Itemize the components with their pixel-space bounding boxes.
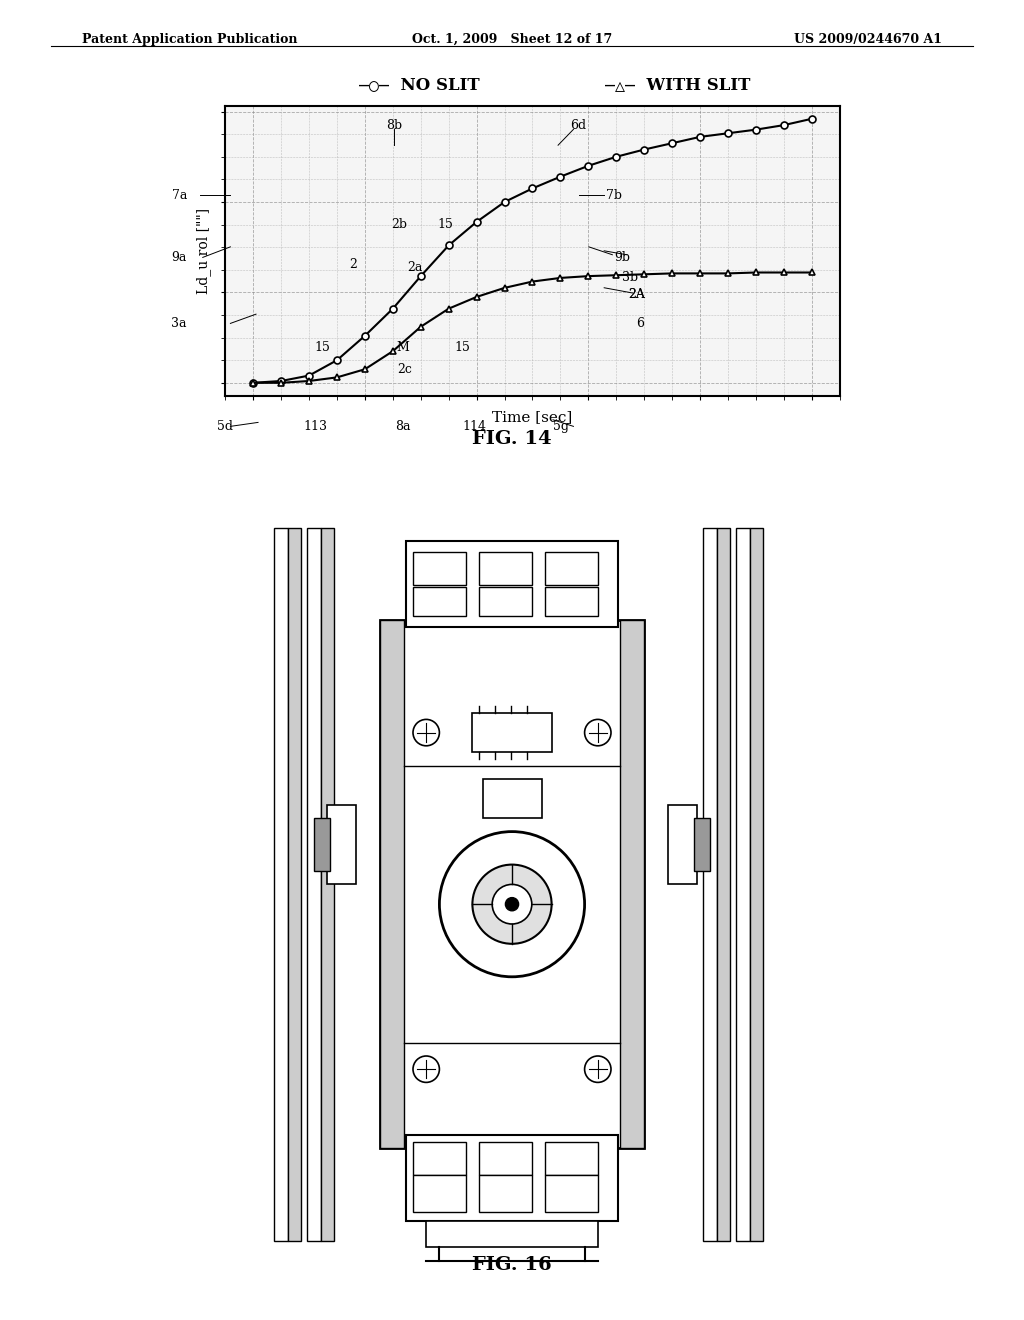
Bar bbox=[472, 713, 552, 752]
Text: FIG. 14: FIG. 14 bbox=[472, 430, 552, 449]
Circle shape bbox=[585, 1056, 611, 1082]
Circle shape bbox=[472, 865, 552, 944]
Text: 15: 15 bbox=[314, 341, 331, 354]
Bar bbox=[479, 1142, 531, 1175]
Bar bbox=[413, 1142, 466, 1175]
Text: 5d: 5d bbox=[217, 420, 233, 433]
Bar bbox=[479, 1175, 531, 1212]
Bar bbox=[545, 587, 598, 616]
Text: —○—: —○— bbox=[359, 77, 389, 95]
Text: —△—: —△— bbox=[605, 77, 635, 95]
Bar bbox=[483, 779, 543, 818]
Bar bbox=[750, 528, 763, 1241]
Bar bbox=[545, 552, 598, 585]
X-axis label: Time [sec]: Time [sec] bbox=[493, 411, 572, 425]
Text: 9b: 9b bbox=[614, 251, 631, 264]
Text: 114: 114 bbox=[462, 420, 486, 433]
Bar bbox=[314, 818, 330, 871]
Bar bbox=[703, 528, 717, 1241]
Text: 3a: 3a bbox=[171, 317, 187, 330]
Text: Patent Application Publication: Patent Application Publication bbox=[82, 33, 297, 46]
Bar bbox=[413, 552, 466, 585]
Bar bbox=[668, 805, 696, 884]
Text: 3b: 3b bbox=[622, 271, 638, 284]
Text: 6d: 6d bbox=[570, 119, 587, 132]
Bar bbox=[407, 1135, 617, 1221]
Text: 8a: 8a bbox=[394, 420, 411, 433]
Text: US 2009/0244670 A1: US 2009/0244670 A1 bbox=[794, 33, 942, 46]
Bar bbox=[545, 1175, 598, 1212]
Text: 113: 113 bbox=[303, 420, 328, 433]
Bar bbox=[407, 541, 617, 627]
Bar bbox=[288, 528, 301, 1241]
Bar bbox=[380, 620, 403, 1148]
Circle shape bbox=[413, 1056, 439, 1082]
Bar bbox=[380, 620, 644, 1148]
Bar bbox=[307, 528, 321, 1241]
Text: 7a: 7a bbox=[171, 189, 187, 202]
Circle shape bbox=[585, 719, 611, 746]
Circle shape bbox=[493, 884, 531, 924]
Text: Oct. 1, 2009   Sheet 12 of 17: Oct. 1, 2009 Sheet 12 of 17 bbox=[412, 33, 612, 46]
Text: 2a: 2a bbox=[407, 261, 423, 275]
Bar bbox=[413, 1175, 466, 1212]
Bar bbox=[321, 528, 334, 1241]
Bar bbox=[274, 528, 288, 1241]
Bar bbox=[328, 805, 356, 884]
Text: M: M bbox=[396, 341, 409, 354]
Text: 9a: 9a bbox=[171, 251, 187, 264]
Bar bbox=[736, 528, 750, 1241]
Text: FIG. 16: FIG. 16 bbox=[472, 1255, 552, 1274]
Bar bbox=[694, 818, 710, 871]
Circle shape bbox=[439, 832, 585, 977]
Circle shape bbox=[506, 898, 518, 911]
Text: WITH SLIT: WITH SLIT bbox=[635, 78, 751, 94]
Bar bbox=[621, 620, 644, 1148]
Text: 6: 6 bbox=[636, 317, 644, 330]
Text: 2b: 2b bbox=[391, 218, 408, 231]
Text: 8b: 8b bbox=[386, 119, 402, 132]
Bar bbox=[717, 528, 730, 1241]
Text: 5g: 5g bbox=[553, 420, 569, 433]
Bar bbox=[426, 1221, 598, 1247]
Text: 2c: 2c bbox=[397, 363, 412, 376]
Text: 2A: 2A bbox=[629, 288, 645, 301]
Circle shape bbox=[413, 719, 439, 746]
Text: NO SLIT: NO SLIT bbox=[389, 78, 480, 94]
Text: 2: 2 bbox=[349, 257, 357, 271]
Text: 15: 15 bbox=[455, 341, 471, 354]
Text: 2A: 2A bbox=[629, 288, 645, 301]
Bar bbox=[413, 587, 466, 616]
Y-axis label: Ld_u rol [""]: Ld_u rol [""] bbox=[196, 207, 211, 294]
Text: 7b: 7b bbox=[606, 189, 623, 202]
Text: 15: 15 bbox=[437, 218, 454, 231]
Bar bbox=[479, 552, 531, 585]
Bar bbox=[545, 1142, 598, 1175]
Bar bbox=[479, 587, 531, 616]
